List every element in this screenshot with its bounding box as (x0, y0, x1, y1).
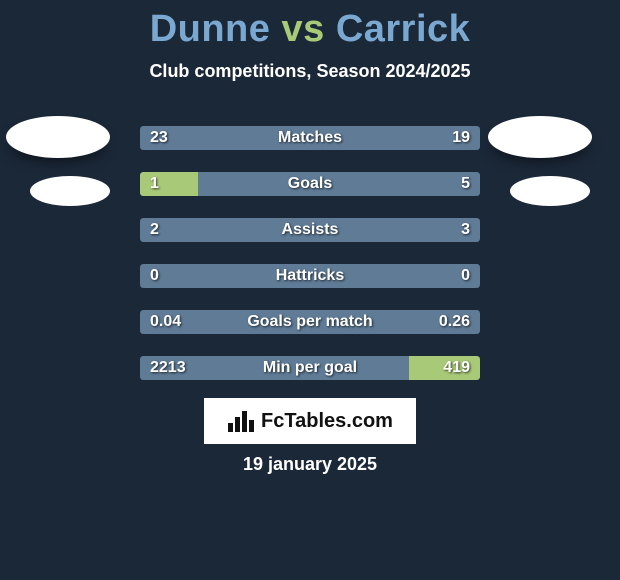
stat-value-right: 19 (452, 126, 470, 150)
player1-avatar (6, 116, 110, 158)
stat-row: 0.04Goals per match0.26 (140, 310, 480, 334)
logo-text: FcTables.com (261, 410, 393, 433)
stat-metric-label: Goals per match (140, 310, 480, 334)
title-player1: Dunne (150, 8, 271, 50)
stat-metric-label: Hattricks (140, 264, 480, 288)
stat-metric-label: Assists (140, 218, 480, 242)
stat-metric-label: Min per goal (140, 356, 480, 380)
fctables-logo: FcTables.com (204, 398, 416, 444)
player1-club-badge (30, 176, 110, 206)
stat-metric-label: Matches (140, 126, 480, 150)
bars-icon (227, 409, 255, 433)
stat-metric-label: Goals (140, 172, 480, 196)
player2-club-badge (510, 176, 590, 206)
title-vs: vs (281, 8, 324, 50)
stat-value-right: 3 (461, 218, 470, 242)
subtitle: Club competitions, Season 2024/2025 (0, 61, 620, 82)
snapshot-date: 19 january 2025 (0, 454, 620, 475)
stat-value-right: 5 (461, 172, 470, 196)
stat-value-right: 0 (461, 264, 470, 288)
stat-value-right: 419 (443, 356, 470, 380)
stat-row: 23Matches19 (140, 126, 480, 150)
stat-value-right: 0.26 (439, 310, 470, 334)
stat-row: 0Hattricks0 (140, 264, 480, 288)
player2-avatar (488, 116, 592, 158)
stat-row: 2Assists3 (140, 218, 480, 242)
stat-row: 2213Min per goal419 (140, 356, 480, 380)
comparison-rows: 23Matches19 1Goals5 2Assists3 0Hattricks0 0.… (140, 126, 480, 402)
page-title: Dunne vs Carrick (0, 0, 620, 51)
stat-row: 1Goals5 (140, 172, 480, 196)
title-player2: Carrick (336, 8, 470, 50)
